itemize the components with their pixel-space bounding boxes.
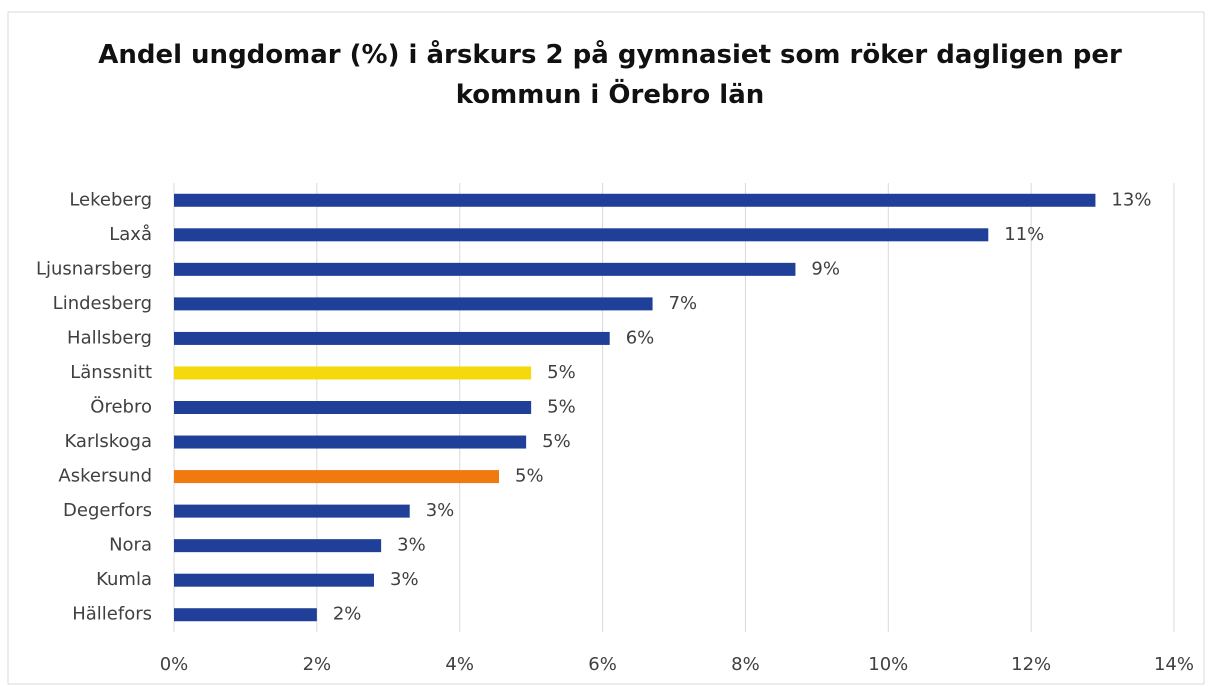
- bar: [174, 504, 410, 518]
- y-tick-label: Lindesberg: [53, 293, 152, 314]
- data-label: 3%: [397, 535, 426, 556]
- x-tick-label: 8%: [731, 654, 760, 675]
- data-label: 5%: [547, 397, 576, 418]
- bar: [174, 193, 1096, 207]
- data-label: 3%: [390, 569, 419, 590]
- data-label: 5%: [547, 362, 576, 383]
- bar: [174, 331, 610, 345]
- y-tick-label: Länssnitt: [70, 362, 152, 383]
- bar: [174, 435, 527, 449]
- bar: [174, 573, 374, 587]
- bar: [174, 539, 382, 553]
- x-tick-label: 2%: [303, 654, 332, 675]
- y-tick-label: Kumla: [96, 569, 152, 590]
- y-tick-label: Askersund: [58, 466, 152, 487]
- y-tick-label: Hallsberg: [67, 327, 152, 348]
- bar: [174, 366, 532, 380]
- x-tick-label: 14%: [1154, 654, 1194, 675]
- data-label: 3%: [426, 500, 455, 521]
- data-label: 13%: [1111, 189, 1151, 210]
- x-tick-label: 12%: [1011, 654, 1051, 675]
- bar: [174, 262, 796, 276]
- data-label: 11%: [1004, 224, 1044, 245]
- y-tick-label: Lekeberg: [69, 189, 152, 210]
- bar: [174, 608, 317, 622]
- y-tick-label: Laxå: [109, 224, 152, 245]
- bar: [174, 297, 653, 311]
- y-tick-label: Örebro: [90, 396, 152, 418]
- chart-frame: [7, 11, 1205, 685]
- x-tick-label: 10%: [868, 654, 908, 675]
- x-tick-label: 4%: [445, 654, 474, 675]
- data-label: 7%: [669, 293, 698, 314]
- y-tick-label: Karlskoga: [64, 431, 152, 452]
- bar: [174, 470, 499, 484]
- y-tick-label: Ljusnarsberg: [36, 258, 152, 279]
- y-tick-label: Hällefors: [72, 604, 152, 625]
- x-tick-label: 0%: [160, 654, 189, 675]
- chart-title: Andel ungdomar (%) i årskurs 2 på gymnas…: [98, 38, 1122, 110]
- data-label: 5%: [515, 466, 544, 487]
- y-tick-label: Degerfors: [63, 500, 152, 521]
- x-tick-label: 6%: [588, 654, 617, 675]
- y-tick-label: Nora: [109, 535, 152, 556]
- data-label: 9%: [811, 258, 840, 279]
- data-label: 6%: [626, 327, 655, 348]
- data-label: 5%: [542, 431, 571, 452]
- bar: [174, 228, 989, 242]
- data-label: 2%: [333, 604, 362, 625]
- bar: [174, 401, 532, 414]
